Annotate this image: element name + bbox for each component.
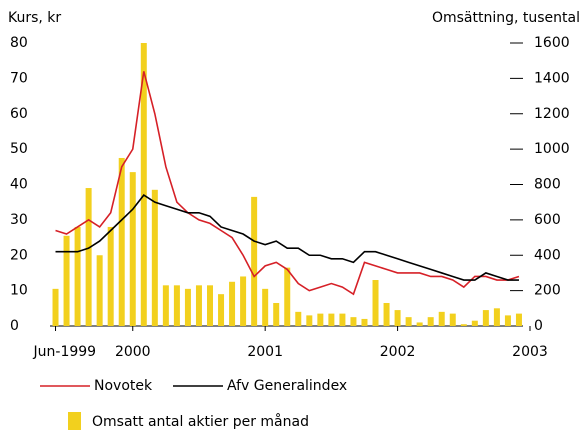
bar — [328, 313, 335, 326]
bar — [504, 315, 511, 326]
bar — [482, 310, 489, 326]
bar — [295, 311, 302, 326]
bar — [173, 285, 180, 326]
y2-tick-label: 800 — [534, 177, 561, 193]
x-tick-label: Jun-1999 — [33, 344, 97, 360]
line — [55, 194, 519, 281]
legend-label: Novotek — [94, 378, 153, 394]
bar — [63, 235, 70, 326]
bar — [361, 318, 368, 326]
bar — [515, 313, 522, 326]
y2-tick-label: 1200 — [534, 106, 570, 122]
bar — [460, 324, 467, 326]
x-tick-label: 2000 — [115, 344, 151, 360]
legend-label: Afv Generalindex — [227, 378, 347, 394]
bar — [493, 308, 500, 326]
y2-tick-label: 1400 — [534, 70, 570, 86]
bar — [372, 280, 379, 326]
bar — [118, 157, 125, 326]
y-tick-label: 40 — [10, 177, 28, 193]
bar — [218, 294, 225, 326]
bar — [273, 303, 280, 326]
bar — [96, 255, 103, 326]
y-tick-label: 10 — [10, 283, 28, 299]
y2-tick-label: 200 — [534, 283, 561, 299]
bar — [306, 315, 313, 326]
bar — [317, 313, 324, 326]
y-tick-label: 0 — [10, 318, 19, 334]
bar — [405, 317, 412, 326]
bar — [140, 43, 147, 326]
y-tick-label: 80 — [10, 35, 28, 51]
y-axis-title: Kurs, kr — [8, 10, 61, 26]
y2-tick-label: 0 — [534, 318, 543, 334]
bar — [449, 313, 456, 326]
x-tick-label: 2002 — [380, 344, 416, 360]
y2-tick-label: 400 — [534, 247, 561, 263]
legend-label: Omsatt antal aktier per månad — [92, 413, 309, 430]
y2-tick-label: 600 — [534, 212, 561, 228]
bar — [129, 172, 136, 326]
y-tick-label: 20 — [10, 247, 28, 263]
bar — [240, 276, 247, 326]
bar — [195, 285, 202, 326]
y2-axis-title: Omsättning, tusental — [432, 10, 580, 26]
line — [55, 71, 520, 296]
x-tick-label: 2003 — [512, 344, 548, 360]
bar — [52, 288, 59, 326]
bar — [107, 226, 114, 326]
bar — [394, 310, 401, 326]
bar — [85, 188, 92, 326]
bar — [416, 322, 423, 326]
bar — [383, 303, 390, 326]
y-tick-label: 60 — [10, 106, 28, 122]
bar — [339, 313, 346, 326]
y2-tick-label: 1000 — [534, 141, 570, 157]
bar — [284, 267, 291, 326]
bar — [262, 288, 269, 326]
bar — [207, 285, 213, 326]
bar — [151, 189, 158, 326]
y-tick-label: 70 — [10, 70, 28, 86]
y-tick-label: 30 — [10, 212, 28, 228]
bar — [471, 320, 478, 326]
bar — [350, 317, 357, 326]
bar — [184, 288, 191, 326]
x-tick-label: 2001 — [247, 344, 283, 360]
bar — [74, 226, 81, 326]
bar — [251, 196, 258, 326]
y2-tick-label: 1600 — [534, 35, 570, 51]
bar — [438, 311, 445, 326]
y-tick-label: 50 — [10, 141, 28, 157]
bar — [229, 281, 236, 326]
legend-swatch — [68, 412, 81, 430]
bar — [427, 317, 434, 326]
bar — [162, 285, 169, 326]
